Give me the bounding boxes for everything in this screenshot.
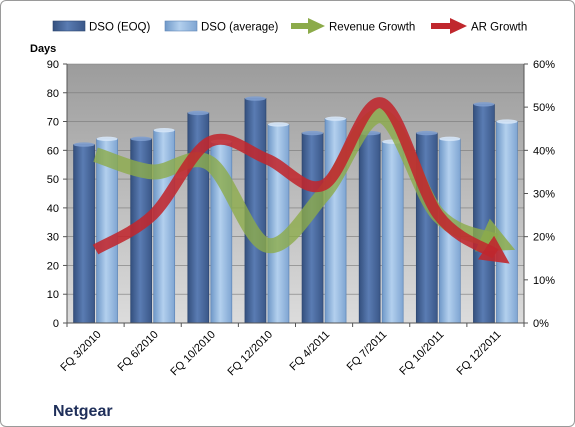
bar-top-dso-eoq [130,136,152,142]
y-right-tick-label: 10% [533,275,555,287]
x-tick-label: FQ 10/2011 [397,329,446,378]
y-right-tick-label: 40% [533,145,555,157]
legend-label-dso-eoq: DSO (EOQ) [89,22,151,34]
legend-label-revenue-growth: Revenue Growth [329,22,415,34]
bar-dso-eoq [73,144,95,324]
y-left-tick-label: 30 [47,232,59,244]
y-axis-right-ticks: 0% 10% 20% 30% 40% 50% 60% [524,59,555,330]
line-ar-growth [92,97,510,264]
bar-top-dso-eoq [416,130,438,136]
legend-label-dso-average: DSO (average) [201,22,279,34]
y-left-tick-label: 40 [47,203,59,215]
growth-lines [92,97,516,264]
bar-top-dso-average [325,116,347,121]
y-left-tick-label: 70 [47,117,59,129]
x-tick-label: FQ 4/2011 [288,329,333,374]
y-left-tick-label: 0 [53,318,59,330]
y-left-tick-label: 60 [47,145,59,157]
legend-arrow-ar-growth [431,18,467,34]
bar-dso-average [381,141,404,324]
y-right-tick-label: 60% [533,59,555,71]
x-tick-label: FQ 10/2010 [168,329,218,379]
x-tick-label: FQ 3/2010 [58,329,103,374]
y-right-tick-label: 30% [533,189,555,201]
x-tick-label: FQ 7/2011 [345,329,390,374]
bar-dso-average [153,129,176,324]
y-axis-left-ticks: 0 10 20 30 40 50 60 70 80 90 [47,59,67,330]
x-tick-label: FQ 12/2010 [225,329,275,379]
legend-arrow-revenue-growth [291,18,325,34]
x-tick-label: FQ 12/2011 [455,329,504,378]
bar-dso-average [267,124,290,324]
x-axis-ticks: FQ 3/2010 FQ 6/2010 FQ 10/2010 FQ 12/2010 FQ… [58,323,525,379]
bar-top-dso-eoq [473,102,495,107]
bar-top-dso-eoq [244,96,266,101]
bar-top-dso-average [496,119,518,124]
y-left-tick-label: 90 [47,59,59,71]
bar-top-dso-average [439,136,461,142]
y-left-tick-label: 20 [47,260,59,272]
legend: DSO (EOQ) DSO (average) Revenue Growth A… [52,18,527,34]
y-left-tick-label: 80 [47,88,59,100]
bar-dso-average [496,121,518,324]
legend-swatch-dso-average [164,20,198,32]
bar-top-dso-eoq [73,142,95,147]
bar-top-dso-eoq [302,130,324,136]
bar-dso-eoq [358,132,381,324]
x-tick-label: FQ 6/2010 [116,329,161,374]
bar-top-dso-average [267,122,289,127]
y-right-tick-label: 0% [533,318,549,330]
bar-top-dso-average [96,136,118,142]
y-left-tick-label: 10 [47,289,59,301]
bar-dso-eoq [473,103,495,324]
y-right-tick-label: 20% [533,232,555,244]
y-left-tick-label: 50 [47,174,59,186]
company-name: Netgear [53,403,113,420]
y-right-tick-label: 50% [533,102,555,114]
bar-top-dso-average [153,127,175,133]
bar-top-dso-eoq [187,110,209,116]
y-axis-left-title: Days [30,43,56,55]
legend-label-ar-growth: AR Growth [471,22,527,34]
legend-swatch-dso-eoq [52,20,86,32]
